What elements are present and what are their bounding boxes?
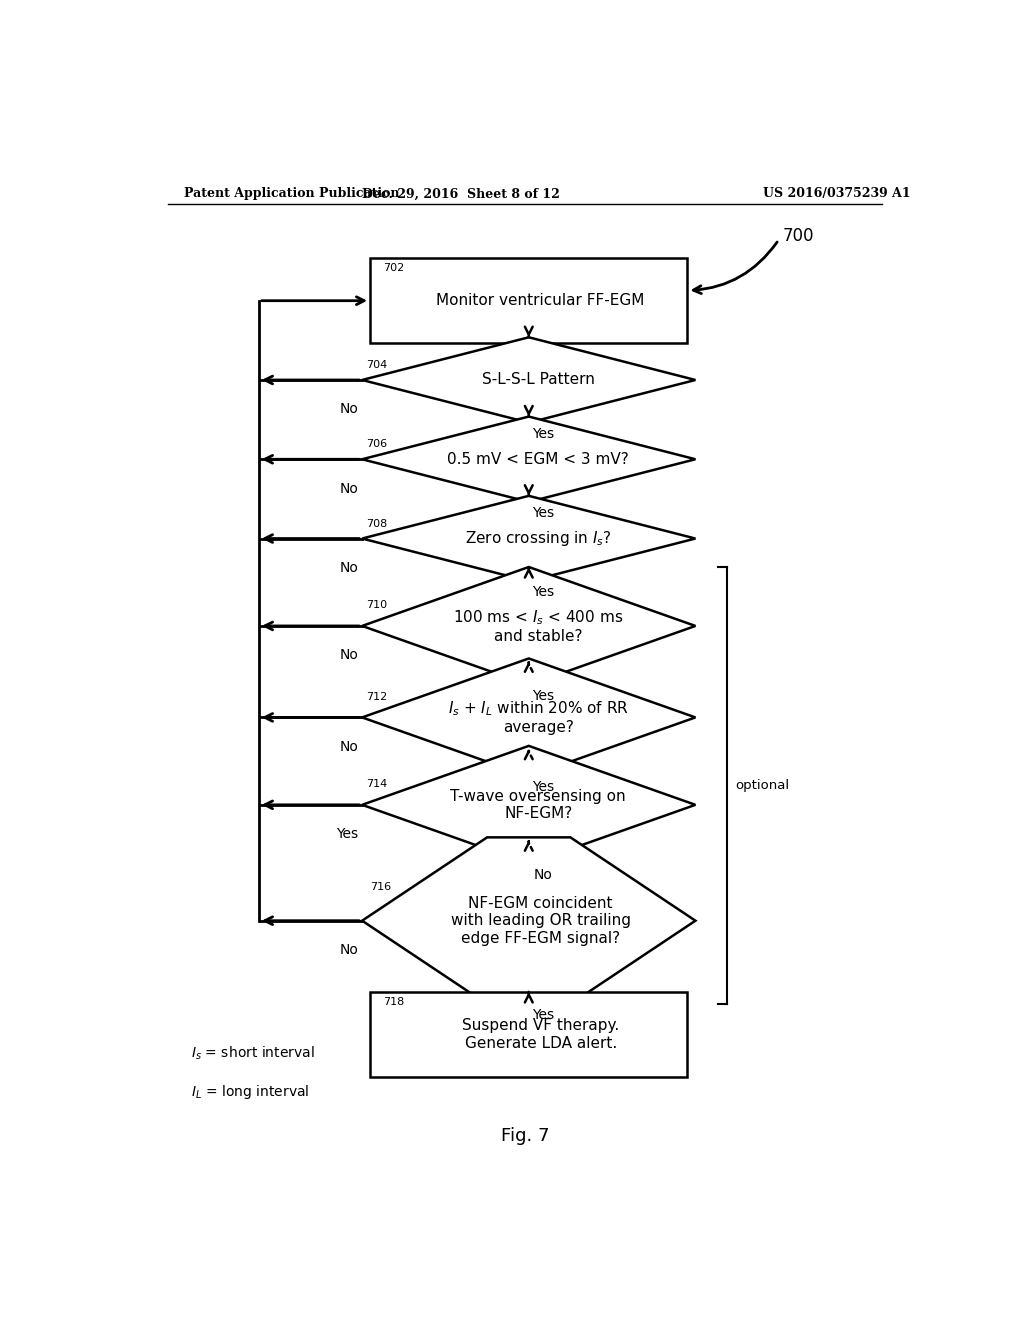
Text: Patent Application Publication: Patent Application Publication	[183, 187, 399, 201]
Text: Monitor ventricular FF-EGM: Monitor ventricular FF-EGM	[436, 293, 645, 308]
Text: NF-EGM coincident
with leading OR trailing
edge FF-EGM signal?: NF-EGM coincident with leading OR traili…	[451, 896, 631, 945]
Text: $I_s$ = short interval: $I_s$ = short interval	[191, 1044, 315, 1063]
Text: 716: 716	[370, 882, 391, 892]
Text: No: No	[339, 561, 358, 576]
Text: S-L-S-L Pattern: S-L-S-L Pattern	[482, 372, 595, 388]
Text: Yes: Yes	[532, 689, 554, 704]
FancyBboxPatch shape	[370, 991, 687, 1077]
Text: $I_L$ = long interval: $I_L$ = long interval	[191, 1084, 310, 1101]
Text: 708: 708	[367, 519, 387, 528]
Text: Zero crossing in $I_s$?: Zero crossing in $I_s$?	[465, 529, 611, 548]
Text: 714: 714	[367, 779, 387, 789]
Polygon shape	[362, 338, 695, 422]
Text: 718: 718	[383, 997, 404, 1007]
Text: No: No	[339, 482, 358, 495]
Text: 702: 702	[383, 263, 404, 273]
Text: Yes: Yes	[532, 426, 554, 441]
Text: Suspend VF therapy.
Generate LDA alert.: Suspend VF therapy. Generate LDA alert.	[462, 1018, 620, 1051]
Text: 706: 706	[367, 440, 387, 449]
Polygon shape	[362, 837, 695, 1005]
Text: 100 ms < $I_s$ < 400 ms
and stable?: 100 ms < $I_s$ < 400 ms and stable?	[454, 609, 624, 644]
Text: No: No	[339, 648, 358, 663]
Text: No: No	[534, 867, 553, 882]
Text: No: No	[339, 403, 358, 416]
Polygon shape	[362, 659, 695, 776]
Text: 0.5 mV < EGM < 3 mV?: 0.5 mV < EGM < 3 mV?	[447, 451, 629, 467]
Text: Fig. 7: Fig. 7	[501, 1127, 549, 1146]
Text: Yes: Yes	[532, 1008, 554, 1022]
Text: optional: optional	[735, 779, 790, 792]
Text: T-wave oversensing on
NF-EGM?: T-wave oversensing on NF-EGM?	[451, 788, 626, 821]
Polygon shape	[362, 568, 695, 685]
Text: 710: 710	[367, 601, 387, 610]
Text: 700: 700	[782, 227, 814, 244]
Text: US 2016/0375239 A1: US 2016/0375239 A1	[763, 187, 910, 201]
Polygon shape	[362, 746, 695, 863]
Text: $I_s$ + $I_L$ within 20% of RR
average?: $I_s$ + $I_L$ within 20% of RR average?	[447, 700, 629, 735]
Text: No: No	[339, 942, 358, 957]
Text: Yes: Yes	[532, 585, 554, 599]
Text: 704: 704	[367, 360, 387, 370]
FancyBboxPatch shape	[370, 257, 687, 343]
Text: 712: 712	[367, 692, 387, 702]
Text: Dec. 29, 2016  Sheet 8 of 12: Dec. 29, 2016 Sheet 8 of 12	[362, 187, 560, 201]
Text: Yes: Yes	[532, 506, 554, 520]
Text: Yes: Yes	[532, 780, 554, 795]
Polygon shape	[362, 496, 695, 581]
Text: No: No	[339, 739, 358, 754]
Polygon shape	[362, 417, 695, 502]
Text: Yes: Yes	[336, 828, 358, 841]
